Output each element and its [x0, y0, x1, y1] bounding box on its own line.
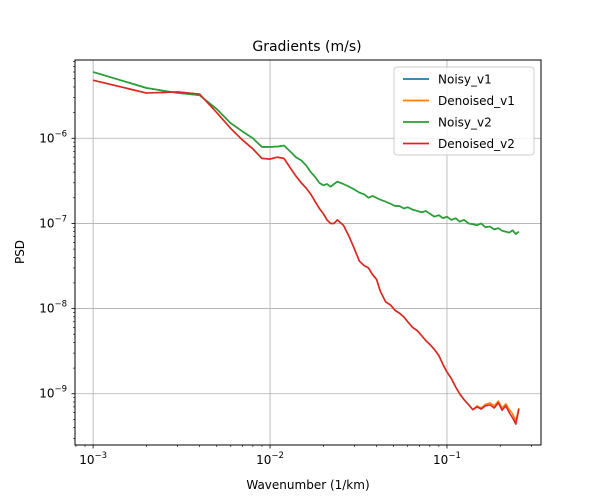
legend-box: [393, 66, 535, 156]
legend-entry: Denoised_v2: [438, 137, 515, 151]
series-line-noisy-v2: [92, 71, 520, 235]
series-line-denoised-v2: [92, 79, 520, 425]
x-axis-label: Wavenumber (1/km): [246, 478, 369, 492]
chart-title: Gradients (m/s): [252, 39, 361, 55]
legend-entry: Noisy_v1: [438, 73, 492, 87]
legend-entry: Noisy_v2: [438, 116, 492, 130]
series-group: [92, 71, 520, 425]
legend-entry: Denoised_v1: [438, 94, 515, 108]
y-axis-label: PSD: [13, 240, 27, 264]
plot-frame: [74, 59, 542, 446]
legend: Noisy_v1 Denoised_v1 Noisy_v2 Denoised_v2: [393, 66, 535, 156]
